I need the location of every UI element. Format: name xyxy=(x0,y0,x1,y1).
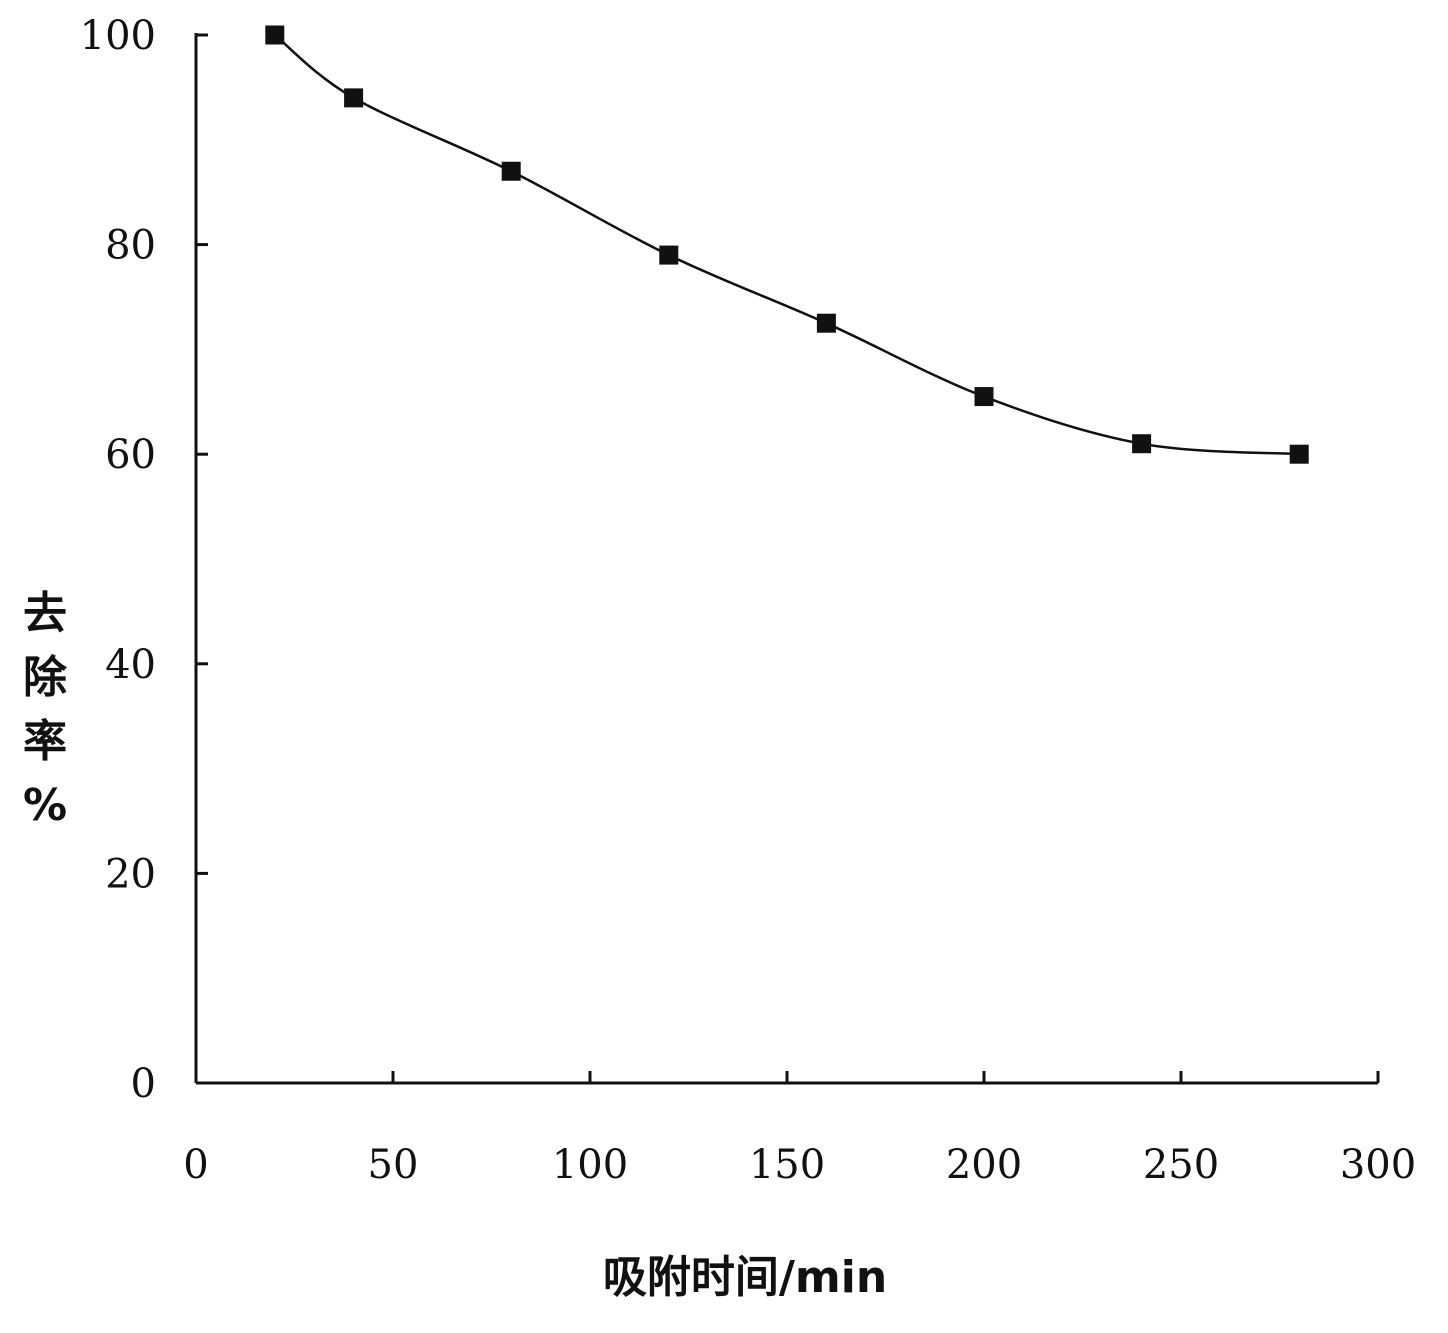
x-tick-label-200: 200 xyxy=(946,1142,1022,1188)
y-tick-label-60: 60 xyxy=(105,432,156,478)
axis-titles: 吸附时间/min 去除率% xyxy=(23,588,887,1303)
data-point-240 xyxy=(1132,434,1151,453)
x-tick-label-100: 100 xyxy=(552,1142,628,1188)
y-tick-label-40: 40 xyxy=(105,642,156,688)
y-tick-label-20: 20 xyxy=(105,851,156,897)
data-point-20 xyxy=(265,26,284,45)
data-point-40 xyxy=(344,88,363,107)
y-tick-label-80: 80 xyxy=(105,223,156,269)
ticks xyxy=(196,35,1378,1083)
data-point-120 xyxy=(659,246,678,265)
series xyxy=(265,26,1308,464)
x-axis-title: 吸附时间/min xyxy=(603,1252,887,1303)
x-tick-label-300: 300 xyxy=(1340,1142,1416,1188)
x-tick-label-150: 150 xyxy=(749,1142,825,1188)
y-tick-label-100: 100 xyxy=(80,13,156,59)
y-axis-title-char-2: 率 xyxy=(23,716,67,767)
data-point-280 xyxy=(1290,445,1309,464)
axes xyxy=(196,33,1378,1083)
series-line-0 xyxy=(275,35,1299,454)
y-axis-title-char-3: % xyxy=(23,780,67,831)
data-point-200 xyxy=(975,387,994,406)
y-tick-label-0: 0 xyxy=(131,1061,156,1107)
x-tick-label-0: 0 xyxy=(183,1142,208,1188)
y-axis-title: 去除率% xyxy=(23,588,68,831)
data-point-80 xyxy=(502,162,521,181)
x-tick-label-50: 50 xyxy=(368,1142,419,1188)
y-axis-title-char-0: 去 xyxy=(23,588,67,639)
y-axis-title-char-1: 除 xyxy=(23,652,68,703)
x-tick-label-250: 250 xyxy=(1143,1142,1219,1188)
tick-labels: 0 20 40 60 80 100 0 50 100 150 200 250 300 xyxy=(80,13,1417,1188)
data-point-160 xyxy=(817,314,836,333)
